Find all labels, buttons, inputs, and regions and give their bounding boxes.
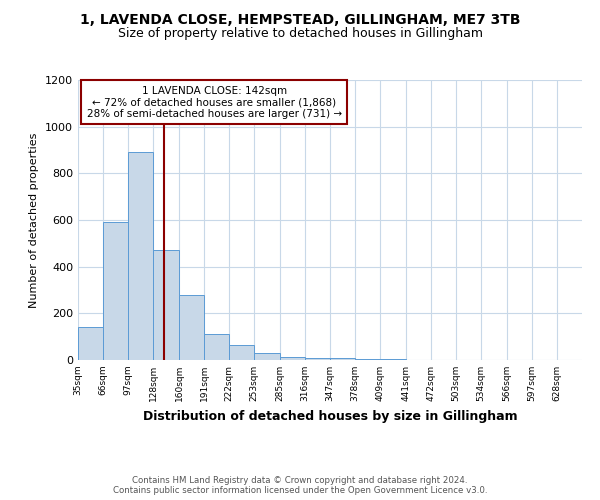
Bar (380, 359, 406, 360)
Y-axis label: Number of detached properties: Number of detached properties (29, 132, 40, 308)
Text: 1, LAVENDA CLOSE, HEMPSTEAD, GILLINGHAM, ME7 3TB: 1, LAVENDA CLOSE, HEMPSTEAD, GILLINGHAM,… (80, 12, 520, 26)
Bar (103, 222, 128, 360)
Bar (330, 358, 355, 360)
Text: 1 LAVENDA CLOSE: 142sqm
← 72% of detached houses are smaller (1,868)
28% of semi: 1 LAVENDA CLOSE: 142sqm ← 72% of detache… (86, 86, 341, 119)
Bar (179, 294, 204, 360)
Bar (153, 250, 179, 360)
Text: Size of property relative to detached houses in Gillingham: Size of property relative to detached ho… (118, 28, 482, 40)
Bar (280, 356, 305, 360)
Bar (128, 152, 153, 360)
Bar (305, 358, 330, 360)
Bar (204, 334, 229, 360)
Bar (78, 328, 103, 360)
Bar (355, 359, 380, 360)
Text: Contains HM Land Registry data © Crown copyright and database right 2024.
Contai: Contains HM Land Registry data © Crown c… (113, 476, 487, 495)
X-axis label: Distribution of detached houses by size in Gillingham: Distribution of detached houses by size … (143, 410, 517, 422)
Bar (254, 353, 280, 360)
Bar (229, 345, 254, 360)
